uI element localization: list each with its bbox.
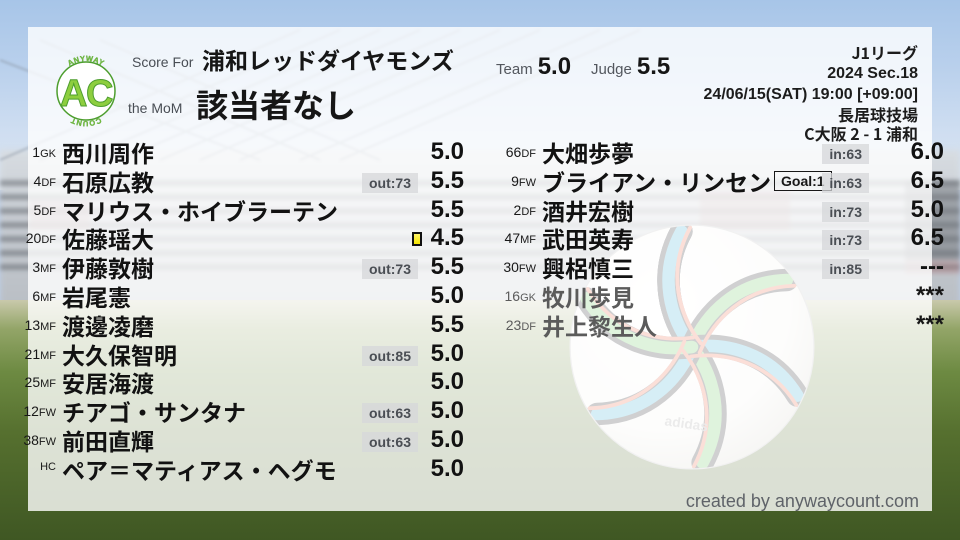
svg-text:AC: AC: [60, 73, 113, 115]
